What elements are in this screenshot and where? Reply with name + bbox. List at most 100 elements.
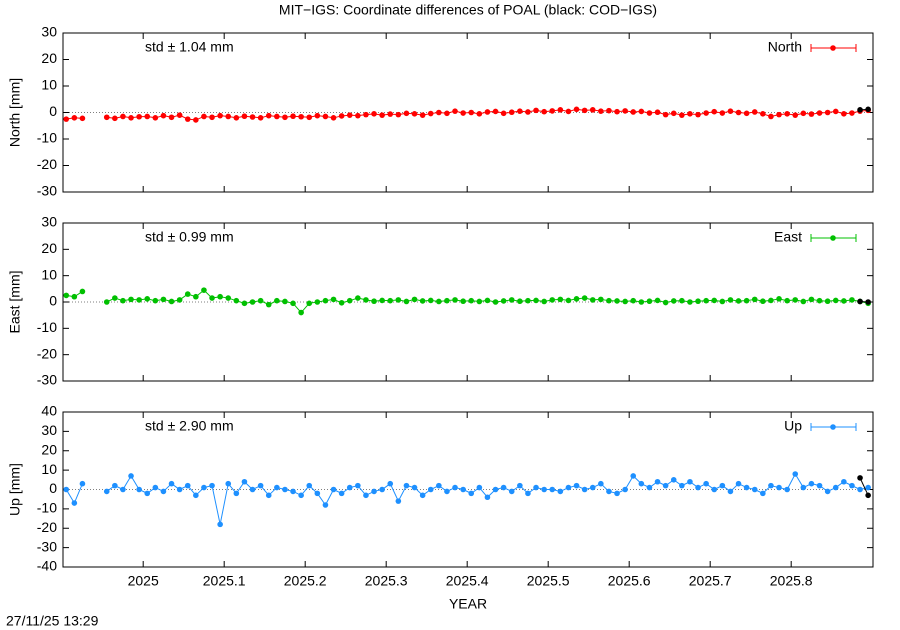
chart-title: MIT−IGS: Coordinate differences of POAL … (279, 2, 657, 18)
annotation: std ± 0.99 mm (145, 229, 234, 245)
data-point (444, 488, 450, 495)
data-point (606, 297, 612, 304)
data-point (525, 490, 531, 497)
data-point (103, 299, 110, 305)
data-point (128, 296, 134, 303)
data-point (792, 112, 799, 118)
data-point (201, 113, 207, 120)
data-point (184, 291, 191, 297)
annotation: std ± 2.90 mm (145, 418, 234, 434)
data-point (614, 298, 620, 304)
x-tick-label: 2025 (128, 573, 159, 589)
plot-frame (62, 32, 874, 193)
data-point (841, 111, 847, 117)
data-point (468, 109, 475, 116)
data-point (654, 297, 661, 304)
data-point (533, 484, 539, 491)
data-point (371, 111, 377, 117)
data-point (411, 111, 418, 117)
data-point (508, 109, 515, 116)
data-point (201, 287, 207, 293)
data-point (776, 111, 782, 118)
data-point (679, 112, 685, 118)
data-point (363, 111, 369, 118)
y-tick-label: -30 (37, 183, 57, 199)
data-point (517, 108, 523, 114)
data-point (176, 486, 183, 493)
data-point (719, 482, 726, 489)
data-point (589, 107, 596, 113)
data-point (824, 109, 831, 116)
data-point (581, 295, 588, 301)
data-point (460, 110, 466, 116)
y-tick-label: -30 (37, 538, 57, 554)
data-point (662, 299, 669, 306)
data-point (63, 292, 70, 299)
data-point (322, 297, 329, 304)
legend-marker (830, 235, 836, 241)
data-point (136, 113, 142, 120)
data-point (508, 488, 515, 495)
data-point (128, 473, 134, 479)
x-tick-label: 2025.5 (527, 573, 570, 589)
data-point (808, 296, 815, 303)
data-point (201, 484, 207, 491)
data-point (573, 296, 580, 302)
data-point (638, 299, 645, 305)
data-point (120, 486, 126, 493)
data-point (622, 108, 628, 114)
y-tick-label: 0 (49, 103, 57, 119)
data-point (849, 482, 855, 489)
data-point (849, 110, 855, 116)
y-tick-label: -20 (37, 156, 57, 172)
data-point (379, 112, 385, 118)
series (857, 106, 871, 113)
x-tick-label: 2025.2 (284, 573, 327, 589)
data-point (427, 486, 434, 493)
data-point (549, 297, 556, 303)
data-point (71, 293, 78, 300)
data-point (168, 114, 175, 121)
data-point (638, 480, 645, 487)
data-point (103, 488, 110, 495)
legend-marker (830, 45, 836, 51)
series (63, 287, 871, 316)
data-point (436, 298, 442, 305)
data-point (103, 114, 110, 121)
data-point (290, 300, 296, 307)
data-point (703, 110, 709, 116)
data-point (695, 298, 701, 305)
data-point (144, 113, 151, 120)
data-point (233, 297, 240, 304)
x-tick-label: 2025.4 (446, 573, 489, 589)
data-point (857, 107, 863, 113)
y-tick-label: 20 (41, 441, 57, 457)
data-point (573, 482, 580, 489)
data-point (282, 298, 288, 305)
data-point (484, 109, 491, 115)
plot-frame (62, 222, 874, 382)
data-point (832, 297, 839, 304)
data-point (598, 480, 604, 487)
data-point (800, 484, 807, 491)
data-point (719, 298, 726, 305)
data-point (824, 298, 831, 305)
data-point (630, 297, 637, 304)
data-point (768, 113, 774, 120)
data-point (298, 492, 304, 499)
data-point (387, 111, 394, 117)
data-point (751, 486, 758, 493)
data-point (176, 112, 183, 118)
data-point (735, 480, 742, 487)
x-axis-label: YEAR (449, 596, 487, 612)
data-point (338, 490, 345, 497)
data-point (306, 482, 313, 489)
data-point (662, 111, 669, 118)
data-point (865, 492, 871, 499)
data-point (63, 116, 70, 122)
data-point (484, 494, 491, 501)
series (63, 471, 871, 528)
series (857, 298, 871, 305)
data-point (144, 296, 151, 302)
